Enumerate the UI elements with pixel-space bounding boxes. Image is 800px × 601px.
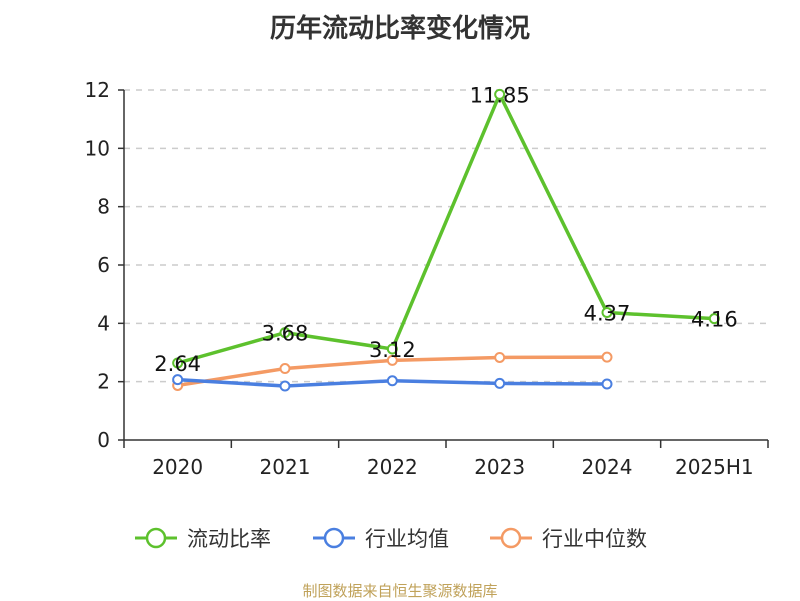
data-label: 3.12	[369, 338, 416, 362]
data-point	[172, 357, 184, 369]
data-label: 11.85	[470, 83, 530, 107]
series-lines	[172, 88, 720, 392]
x-tick-label: 2025H1	[675, 455, 754, 479]
y-tick-label: 4	[97, 311, 110, 335]
legend-marker	[500, 527, 522, 549]
legend-marker	[323, 527, 345, 549]
y-tick-label: 0	[97, 428, 110, 452]
data-label: 4.37	[584, 302, 631, 326]
x-tick-label: 2023	[474, 455, 525, 479]
series-line-0	[177, 92, 715, 365]
data-point	[386, 343, 398, 355]
x-tick-label: 2021	[260, 455, 311, 479]
data-point	[386, 375, 398, 387]
data-point	[494, 351, 506, 363]
x-tick-label: 2020	[152, 455, 203, 479]
y-tick-label: 10	[85, 136, 110, 160]
legend-label: 行业中位数	[542, 527, 647, 551]
data-point	[279, 327, 291, 339]
y-tick-label: 12	[85, 78, 110, 102]
grid-lines	[124, 89, 768, 383]
legend-item[interactable]: 流动比率	[135, 527, 271, 551]
data-point	[279, 380, 291, 392]
legend-item[interactable]: 行业中位数	[490, 527, 647, 551]
data-point	[601, 351, 613, 363]
data-point	[386, 354, 398, 366]
data-point	[494, 377, 506, 389]
chart-title: 历年流动比率变化情况	[269, 14, 530, 44]
legend[interactable]: 流动比率 行业均值 行业中位数	[135, 527, 647, 551]
data-label: 2.64	[154, 352, 201, 376]
y-tick-label: 8	[97, 195, 110, 219]
legend-label: 行业均值	[365, 527, 449, 551]
data-point	[279, 363, 291, 375]
data-point	[601, 307, 613, 319]
y-tick-label: 2	[97, 370, 110, 394]
axes: 0 2 4 6 8 10 12 2020 2021 2022 2023 2024 2025H1	[85, 78, 769, 479]
legend-item[interactable]: 行业均值	[313, 527, 449, 551]
data-label: 3.68	[262, 322, 309, 346]
x-tick-label: 2024	[582, 455, 633, 479]
source-note: 制图数据来自恒生聚源数据库	[302, 582, 498, 600]
data-labels: 2.64 3.68 3.12 11.85 4.37 4.16	[154, 83, 737, 376]
y-tick-label: 6	[97, 253, 110, 277]
data-point	[601, 378, 613, 390]
data-point	[494, 88, 506, 100]
legend-label: 流动比率	[187, 527, 271, 551]
data-point	[708, 313, 720, 325]
data-point	[172, 374, 184, 386]
x-tick-label: 2022	[367, 455, 418, 479]
legend-marker	[145, 527, 167, 549]
data-label: 4.16	[691, 308, 738, 332]
